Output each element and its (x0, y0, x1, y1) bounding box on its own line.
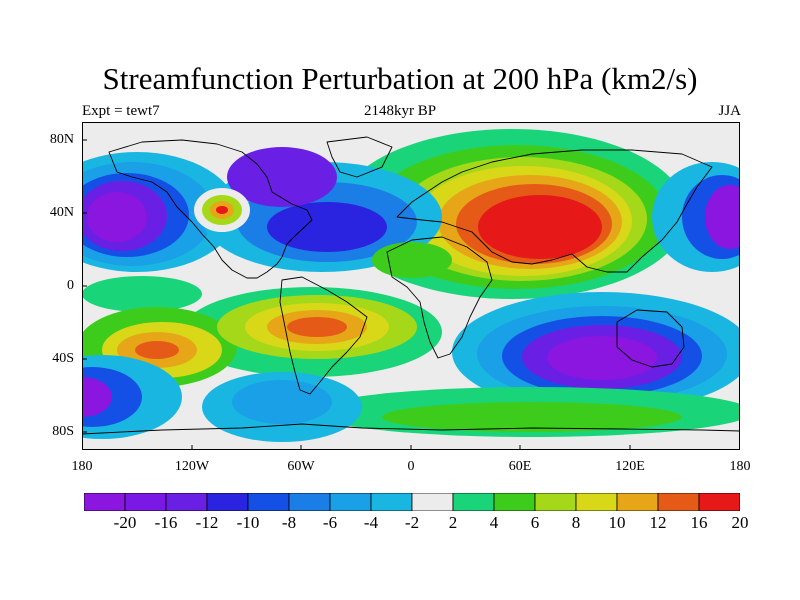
south-america-coastline (279, 276, 368, 395)
lat-label-40n: 40N (49, 205, 74, 220)
colorbar-swatch (370, 493, 413, 511)
colorbar (84, 493, 740, 511)
colorbar-label: 6 (530, 513, 540, 532)
colorbar-swatch (206, 493, 249, 511)
map-panel (82, 122, 740, 450)
colorbar-swatch (657, 493, 700, 511)
colorbar-label: 4 (489, 513, 499, 532)
lon-label-120e: 120E (615, 459, 645, 474)
colorbar-swatch (247, 493, 290, 511)
colorbar-label: 8 (571, 513, 581, 532)
colorbar-swatch (534, 493, 577, 511)
north-america-coastline (108, 139, 313, 279)
colorbar-label: -16 (154, 513, 178, 532)
greenland-coastline (326, 136, 393, 178)
africa-coastline (386, 236, 493, 359)
lon-label-0: 0 (407, 459, 415, 474)
colorbar-label: -6 (322, 513, 338, 532)
season-label: JJA (718, 103, 741, 119)
colorbar-swatch (411, 493, 454, 511)
colorbar-label: 2 (448, 513, 458, 532)
australia-coastline (616, 309, 685, 368)
lon-label-120w: 120W (174, 459, 210, 474)
colorbar-swatch (616, 493, 659, 511)
chart-title: Streamfunction Perturbation at 200 hPa (… (102, 61, 698, 96)
colorbar-swatch (452, 493, 495, 511)
lon-label-180-east: 180 (729, 459, 751, 474)
contour-field (82, 129, 740, 442)
colorbar-swatch (493, 493, 536, 511)
colorbar-label: -8 (281, 513, 297, 532)
lat-label-80s: 80S (52, 424, 74, 439)
lat-label-80n: 80N (49, 132, 74, 147)
colorbar-label: 10 (608, 513, 626, 532)
colorbar-label: -12 (195, 513, 219, 532)
colorbar-swatch (698, 493, 740, 511)
colorbar-label: 12 (649, 513, 667, 532)
lat-label-40s: 40S (52, 351, 74, 366)
colorbar-swatch (288, 493, 331, 511)
colorbar-label: -10 (236, 513, 260, 532)
colorbar-swatch (329, 493, 372, 511)
colorbar-label: -4 (363, 513, 379, 532)
lon-label-180-west: 180 (71, 459, 93, 474)
colorbar-swatch (124, 493, 167, 511)
eurasia-coastline (396, 149, 713, 273)
map-ticks (82, 139, 631, 450)
coastlines (82, 136, 740, 435)
lon-label-60e: 60E (508, 459, 532, 474)
antarctica-coastline (82, 423, 740, 435)
colorbar-label: -20 (113, 513, 137, 532)
experiment-label: Expt = tewt7 (82, 103, 160, 119)
lat-label-0: 0 (67, 278, 74, 293)
colorbar-label: 20 (731, 513, 749, 532)
colorbar-label: 16 (690, 513, 708, 532)
period-label: 2148kyr BP (363, 103, 437, 119)
lon-label-60w: 60W (287, 459, 315, 474)
colorbar-swatch (84, 493, 126, 511)
colorbar-swatch (575, 493, 618, 511)
colorbar-label: -2 (404, 513, 420, 532)
colorbar-swatch (165, 493, 208, 511)
